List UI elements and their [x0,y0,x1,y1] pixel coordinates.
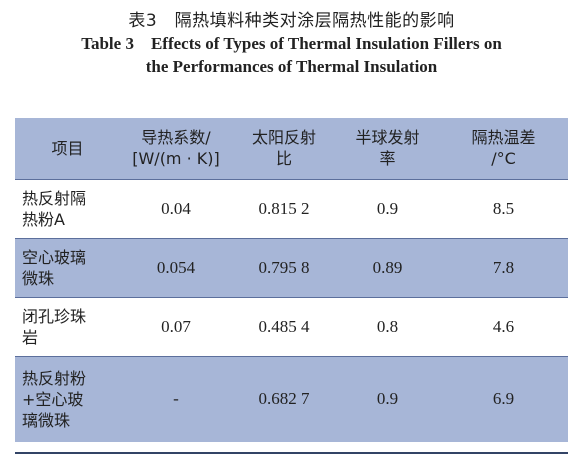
header-line: 导热系数/ [141,128,211,148]
cell-solar-reflectance: 0.682 7 [258,389,310,409]
header-hemispherical-emissivity: 半球发射 率 [336,118,439,179]
cell-thermal-conductivity: - [173,389,179,409]
cell-temp-difference: 6.9 [492,389,515,409]
header-insulation-temp-difference: 隔热温差 /°C [439,118,568,179]
cell-thermal-conductivity: 0.054 [156,257,196,277]
table-row: 热反射粉 +空心玻 璃微珠 - 0.682 7 0.9 6.9 [15,356,568,442]
header-solar-reflectance: 太阳反射 比 [232,118,336,179]
row-name-line: 微珠 [22,268,55,288]
cell-thermal-conductivity: 0.04 [161,198,191,218]
row-name-line: +空心玻 [22,389,84,409]
caption-english-line-2: the Performances of Thermal Insulation [145,57,438,76]
table-row: 热反射隔 热粉A 0.04 0.815 2 0.9 8.5 [15,179,568,238]
table-caption: 表3 隔热填料种类对涂层隔热性能的影响 Table 3 Effects of T… [0,10,583,78]
cell-hemispherical-emissivity: 0.9 [376,389,399,409]
cell-hemispherical-emissivity: 0.9 [376,198,399,218]
row-name-cell: 空心玻璃 微珠 [15,238,120,297]
caption-english-line-1: Table 3 Effects of Types of Thermal Insu… [81,34,502,53]
cell-solar-reflectance: 0.815 2 [258,198,310,218]
header-line: 半球发射 [355,128,420,148]
header-line: 隔热温差 [471,128,536,148]
header-line: [W/(m · K)] [132,149,220,169]
table-header-row: 项目 导热系数/ [W/(m · K)] 太阳反射 比 半球发射 率 隔热温差 … [15,118,568,179]
header-line: /°C [491,149,516,169]
row-name-line: 空心玻璃 [22,247,87,267]
row-name-line: 闭孔珍珠 [22,306,87,326]
header-thermal-conductivity: 导热系数/ [W/(m · K)] [120,118,232,179]
table-row: 空心玻璃 微珠 0.054 0.795 8 0.89 7.8 [15,238,568,297]
cell-hemispherical-emissivity: 0.89 [372,257,403,277]
header-line: 太阳反射 [251,128,316,148]
header-item-label: 项目 [51,138,84,158]
cell-temp-difference: 4.6 [492,316,515,336]
insulation-fillers-table: 项目 导热系数/ [W/(m · K)] 太阳反射 比 半球发射 率 隔热温差 … [15,118,568,442]
row-name-line: 岩 [22,327,39,347]
cell-solar-reflectance: 0.795 8 [258,257,310,277]
cell-hemispherical-emissivity: 0.8 [376,316,399,336]
caption-chinese: 表3 隔热填料种类对涂层隔热性能的影响 [128,11,455,31]
row-name-line: 热反射粉 [22,368,87,388]
table-bottom-rule [15,452,568,454]
row-name-cell: 闭孔珍珠 岩 [15,297,120,356]
table-row: 闭孔珍珠 岩 0.07 0.485 4 0.8 4.6 [15,297,568,356]
row-name-cell: 热反射隔 热粉A [15,179,120,238]
header-line: 率 [379,149,396,169]
row-name-line: 璃微珠 [22,410,71,430]
cell-temp-difference: 7.8 [492,257,515,277]
header-item: 项目 [15,118,120,179]
header-line: 比 [275,149,292,169]
row-name-cell: 热反射粉 +空心玻 璃微珠 [15,356,120,442]
cell-thermal-conductivity: 0.07 [161,316,191,336]
cell-temp-difference: 8.5 [492,198,515,218]
row-name-line: 热反射隔 [22,188,87,208]
cell-solar-reflectance: 0.485 4 [258,316,310,336]
row-name-line: 热粉A [22,209,65,229]
